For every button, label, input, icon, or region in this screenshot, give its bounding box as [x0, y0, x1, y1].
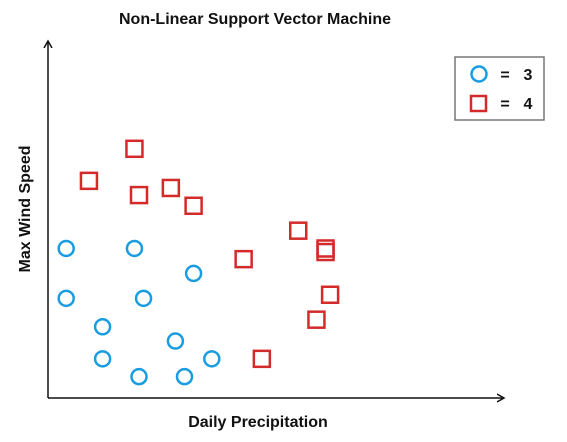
data-point-circle-0-1	[125, 239, 144, 258]
data-points	[57, 139, 340, 386]
legend-equals-circle: =	[500, 67, 509, 84]
data-point-square-1-10	[252, 349, 272, 369]
data-point-circle-0-0	[57, 239, 75, 258]
legend-circle-marker	[470, 65, 488, 83]
legend: = 3 = 4	[454, 56, 545, 121]
data-point-square-1-0	[125, 139, 144, 159]
data-point-square-1-5	[289, 221, 308, 240]
y-axis-label: Max Wind Speed	[17, 146, 34, 273]
data-point-square-1-4	[184, 196, 203, 216]
data-point-circle-0-9	[130, 367, 148, 386]
legend-square-marker	[469, 94, 488, 113]
legend-label-square: 4	[524, 96, 533, 113]
data-point-circle-0-10	[175, 367, 194, 386]
data-point-circle-0-8	[203, 350, 221, 368]
data-point-square-1-9	[307, 310, 326, 329]
data-point-square-1-1	[79, 171, 99, 191]
legend-label-circle: 3	[524, 67, 533, 84]
chart-title: Non-Linear Support Vector Machine	[119, 11, 391, 28]
data-point-circle-0-7	[93, 350, 112, 368]
data-point-circle-0-6	[166, 332, 185, 350]
data-point-circle-0-3	[57, 289, 75, 308]
legend-equals-square: =	[500, 96, 509, 113]
data-point-circle-0-4	[134, 289, 153, 308]
data-point-square-1-3	[161, 178, 181, 198]
x-axis-label: Daily Precipitation	[188, 414, 328, 431]
data-point-square-1-11	[316, 242, 335, 262]
data-point-square-1-2	[129, 185, 149, 205]
data-point-circle-0-2	[184, 264, 203, 283]
data-point-square-1-6	[234, 249, 253, 269]
data-point-square-1-8	[320, 285, 340, 305]
data-point-circle-0-5	[93, 318, 112, 336]
